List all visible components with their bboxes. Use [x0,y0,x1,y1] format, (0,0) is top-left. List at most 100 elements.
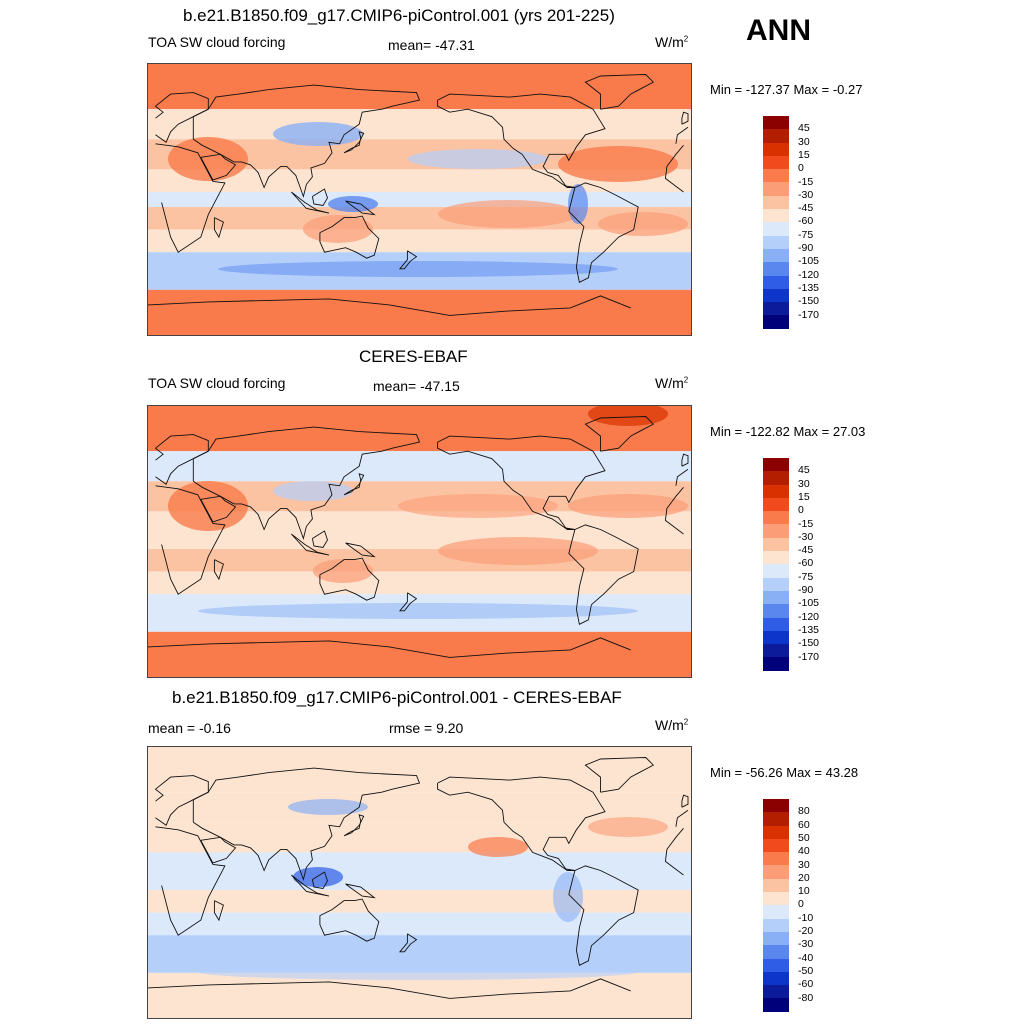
coastline [319,898,380,942]
colorbar-cell [763,971,789,986]
coastline [681,794,689,808]
panel2-field-features [168,406,688,619]
coastline [568,865,639,966]
coastline [343,473,365,496]
colorbar-tick-label: -60 [798,557,814,570]
colorbar-tick-label: -45 [798,544,814,557]
colorbar-tick-label: 0 [798,162,804,175]
panel2-variable-label: TOA SW cloud forcing [148,375,286,391]
panel1-colorbar [763,116,789,329]
colorbar-cell [763,644,789,658]
colorbar-cell [763,155,789,170]
coastline [200,495,237,523]
colorbar-tick-label: 30 [798,135,810,148]
colorbar-cell [763,577,789,591]
colorbar-cell [763,182,789,196]
panel3-field-features [198,799,668,980]
colorbar-cell [763,799,789,813]
coastline [584,416,655,452]
zonal-band [148,191,691,208]
coastline [213,217,224,239]
colorbar-cell [763,116,789,130]
coastline [437,435,606,530]
colorbar-tick-label: -50 [798,964,814,977]
colorbar-tick-label: 50 [798,831,810,844]
coastline [192,84,421,199]
zonal-band [148,792,691,823]
coastline [192,426,421,541]
colorbar-tick-label: -150 [798,637,820,650]
panel1-minmax: Min = -127.37 Max = -0.27 [710,82,863,97]
colorbar-cell [763,458,789,472]
colorbar-cell [763,484,789,498]
zonal-band [148,511,691,534]
panel3-feature [468,837,528,857]
coastline [311,188,328,206]
colorbar-tick-label: 30 [798,858,810,871]
panel2-feature [168,481,248,531]
colorbar-tick-label: 10 [798,885,810,898]
coastline [311,530,328,548]
season-label: ANN [746,14,811,47]
panel3-feature [553,872,583,922]
colorbar-tick-label: -105 [798,597,820,610]
panel3-colorbar [763,799,789,1012]
coastline [290,874,330,897]
colorbar-tick-label: 60 [798,818,810,831]
colorbar-cell [763,169,789,183]
colorbar-cell [763,222,789,236]
coastline [290,533,330,556]
coastline [155,485,684,595]
colorbar-tick-label: 80 [798,805,810,818]
colorbar-tick-label: -105 [798,255,820,268]
coastline [584,757,655,793]
panel2-feature [398,494,558,518]
colorbar-cell [763,288,789,303]
colorbar-cell [763,918,789,932]
colorbar-cell [763,315,789,329]
colorbar-tick-label: -30 [798,188,814,201]
colorbar-tick-label: 20 [798,871,810,884]
colorbar-cell [763,657,789,671]
colorbar-cell [763,497,789,512]
colorbar-tick-label: -45 [798,202,814,215]
panel2-units: W/m2 [655,375,689,391]
colorbar-cell [763,524,789,538]
colorbar-tick-label: 40 [798,845,810,858]
colorbar-cell [763,129,789,143]
zonal-band [148,747,691,793]
colorbar-cell [763,852,789,866]
coastline [213,900,224,922]
colorbar-cell [763,604,789,618]
panel1-map [147,63,692,336]
colorbar-tick-label: -75 [798,570,814,583]
panel2-feature [198,603,638,619]
colorbar-cell [763,262,789,276]
colorbar-cell [763,998,789,1012]
panel1-units: W/m2 [655,34,689,50]
panel3-minmax: Min = -56.26 Max = 43.28 [710,765,859,780]
zonal-band [148,852,691,875]
panel1-title: b.e21.B1850.f09_g17.CMIP6-piControl.001 … [183,6,615,25]
panel2-zonal-bands [148,406,691,677]
zonal-band [148,451,691,482]
coastline [148,295,631,316]
coastline [345,883,376,899]
colorbar-tick-label: -90 [798,584,814,596]
colorbar-cell [763,275,789,289]
colorbar-cell [763,812,789,826]
colorbar-cell [763,551,789,565]
colorbar-cell [763,195,789,210]
colorbar-tick-label: -15 [798,517,814,530]
colorbar-tick-label: -10 [798,911,814,924]
panel3-feature [198,964,638,980]
colorbar-tick-label: -60 [798,978,814,991]
colorbar-cell [763,958,789,972]
zonal-band [148,169,691,192]
coastline [345,200,376,216]
panel1-feature [598,212,688,236]
coastline [148,978,631,999]
colorbar-cell [763,471,789,485]
colorbar-cell [763,537,789,552]
zonal-band [148,109,691,140]
